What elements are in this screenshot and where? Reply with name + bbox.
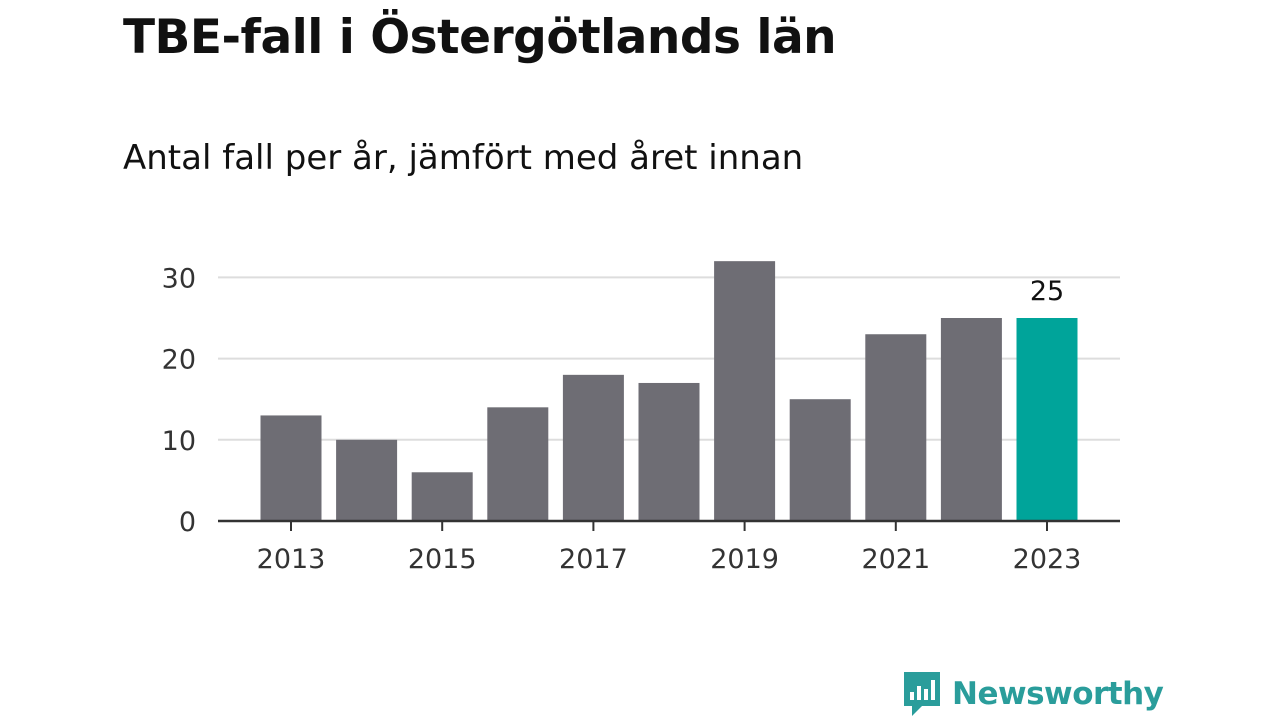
chart-title: TBE-fall i Östergötlands län (123, 10, 837, 65)
x-tick-label-2021: 2021 (861, 544, 930, 575)
bar-2018 (638, 382, 700, 521)
x-tick-label-2017: 2017 (559, 544, 628, 575)
labels: 0 10 20 30 25 2013 2015 2017 2019 2021 2023 (162, 263, 1082, 575)
x-tick-label-2023: 2023 (1013, 544, 1082, 575)
bar-2021 (865, 334, 927, 521)
bar-2020 (789, 399, 851, 521)
y-tick-label-10: 10 (162, 426, 196, 457)
bar-2017 (562, 374, 624, 521)
bar-2013 (260, 415, 322, 521)
newsworthy-logo-text: Newsworthy (952, 676, 1164, 712)
data-label-2023: 25 (1030, 276, 1064, 307)
chart-subtitle: Antal fall per år, jämfört med året inna… (123, 138, 804, 178)
bar-2016 (487, 407, 549, 521)
y-tick-label-0: 0 (179, 507, 196, 538)
bar-2023 (1016, 318, 1078, 521)
x-tick-label-2013: 2013 (257, 544, 326, 575)
bar-2014 (336, 439, 398, 521)
bar-2022 (940, 318, 1002, 521)
bars (260, 261, 1078, 521)
bar-2019 (714, 261, 776, 521)
x-tick-label-2019: 2019 (710, 544, 779, 575)
newsworthy-logo: Newsworthy (902, 670, 1164, 718)
y-tick-label-20: 20 (162, 345, 196, 376)
y-tick-label-30: 30 (162, 263, 196, 294)
bar-2015 (411, 472, 473, 521)
axes (218, 519, 1120, 531)
x-tick-label-2015: 2015 (408, 544, 477, 575)
newsworthy-logo-icon (904, 672, 940, 716)
